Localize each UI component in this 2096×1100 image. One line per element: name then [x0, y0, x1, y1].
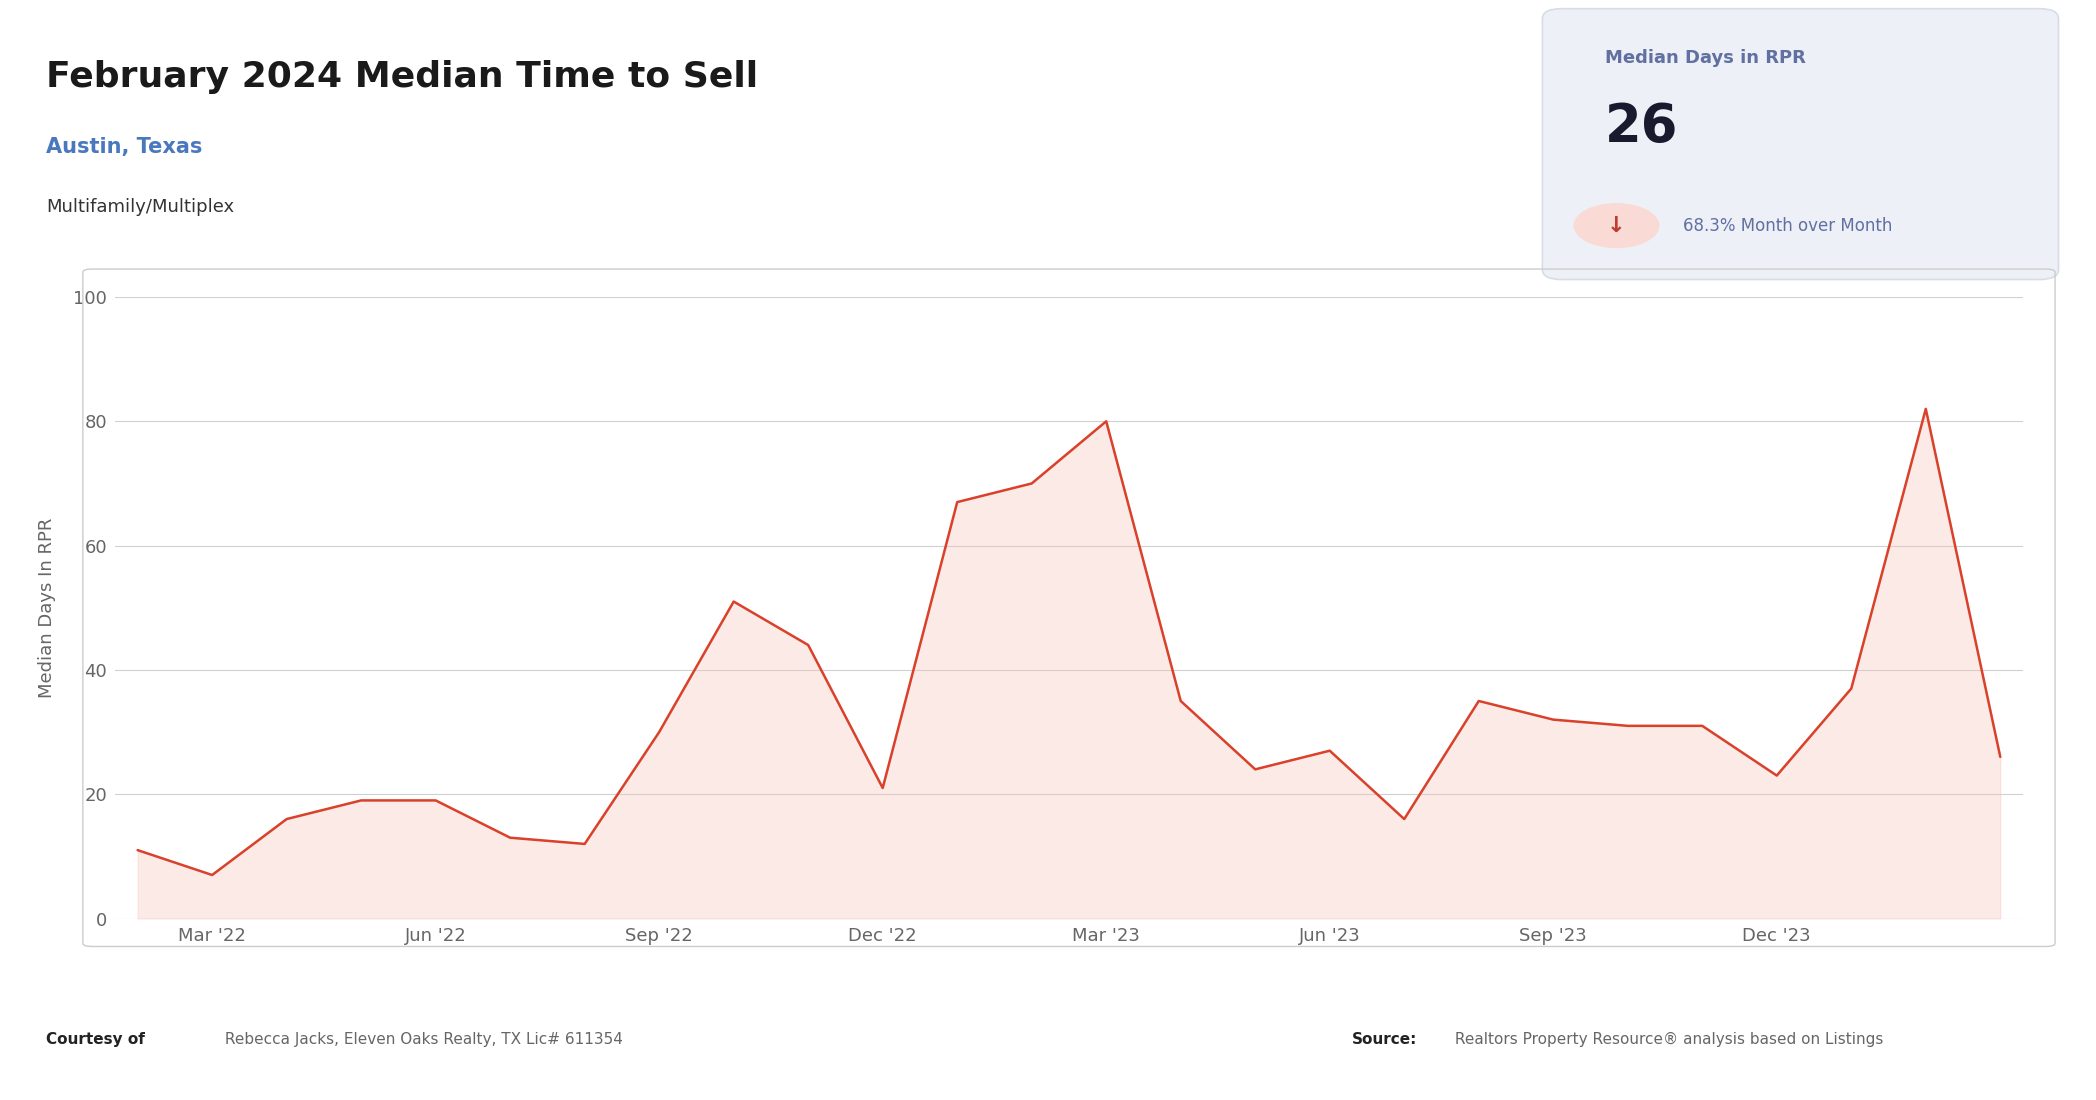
Text: Courtesy of: Courtesy of — [46, 1032, 145, 1047]
Text: ↓: ↓ — [1608, 216, 1626, 235]
Text: Multifamily/Multiplex: Multifamily/Multiplex — [46, 198, 235, 216]
Text: 68.3% Month over Month: 68.3% Month over Month — [1683, 217, 1893, 234]
Text: February 2024 Median Time to Sell: February 2024 Median Time to Sell — [46, 60, 759, 95]
FancyBboxPatch shape — [1543, 9, 2058, 279]
Circle shape — [1574, 204, 1660, 249]
Text: Rebecca Jacks, Eleven Oaks Realty, TX Lic# 611354: Rebecca Jacks, Eleven Oaks Realty, TX Li… — [220, 1032, 623, 1047]
Text: 26: 26 — [1606, 101, 1679, 154]
Text: Median Days in RPR: Median Days in RPR — [1606, 48, 1805, 67]
Text: Source:: Source: — [1352, 1032, 1417, 1047]
Text: Austin, Texas: Austin, Texas — [46, 138, 203, 157]
Text: Realtors Property Resource® analysis based on Listings: Realtors Property Resource® analysis bas… — [1450, 1032, 1884, 1047]
Y-axis label: Median Days In RPR: Median Days In RPR — [38, 518, 57, 697]
